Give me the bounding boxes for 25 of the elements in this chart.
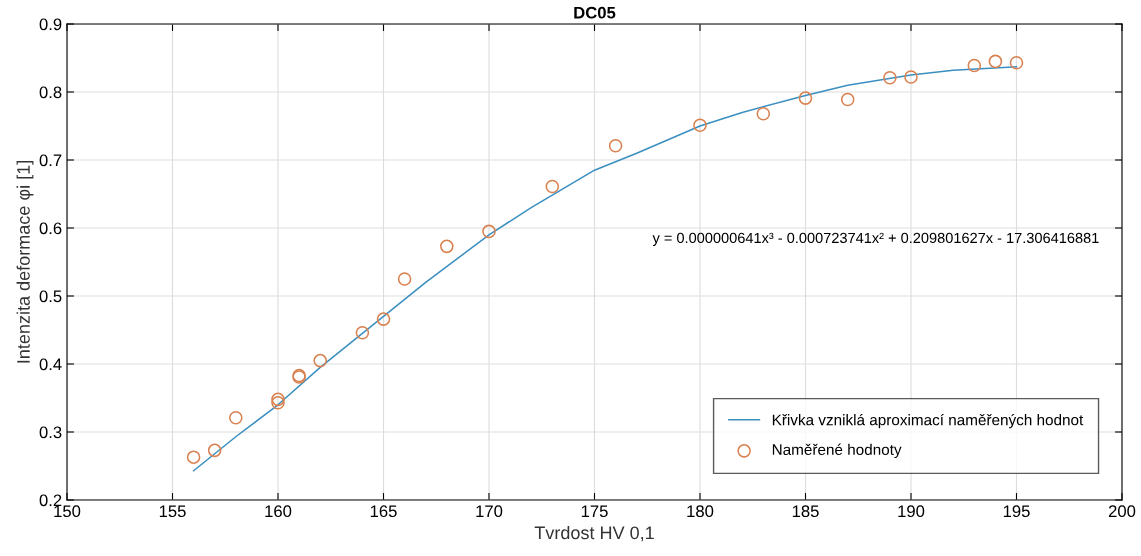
x-tick-label: 185	[792, 505, 819, 518]
y-tick-label: 0.6	[39, 222, 62, 235]
y-tick-label: 0.8	[39, 86, 62, 99]
x-tick-label: 160	[265, 505, 292, 518]
x-tick-label: 165	[370, 505, 397, 518]
y-tick-label: 0.7	[39, 154, 62, 167]
chart-title: DC05	[574, 6, 616, 19]
legend-label: Naměřené hodnoty	[772, 443, 902, 459]
y-tick-label: 0.9	[39, 18, 62, 31]
y-tick-label: 0.3	[39, 426, 62, 439]
x-tick-label: 175	[581, 505, 608, 518]
y-tick-label: 0.2	[39, 494, 62, 507]
x-tick-label: 180	[687, 505, 714, 518]
x-axis-title: Tvrdost HV 0,1	[534, 525, 654, 542]
y-tick-label: 0.4	[39, 358, 62, 371]
x-tick-label: 155	[159, 505, 186, 518]
x-tick-label: 150	[54, 505, 81, 518]
x-tick-label: 195	[1003, 505, 1030, 518]
y-axis-title: Intenzita deformace φi [1]	[16, 161, 34, 363]
x-tick-label: 200	[1108, 505, 1136, 518]
x-tick-label: 190	[898, 505, 925, 518]
annotation: y = 0.000000641x³ - 0.000723741x² + 0.209801627x - 17.306416881	[652, 232, 1099, 246]
x-tick-label: 170	[476, 505, 503, 518]
legend-label: Křivka vzniklá aproximací naměřených hodnot	[772, 413, 1084, 429]
y-tick-label: 0.5	[39, 290, 62, 303]
